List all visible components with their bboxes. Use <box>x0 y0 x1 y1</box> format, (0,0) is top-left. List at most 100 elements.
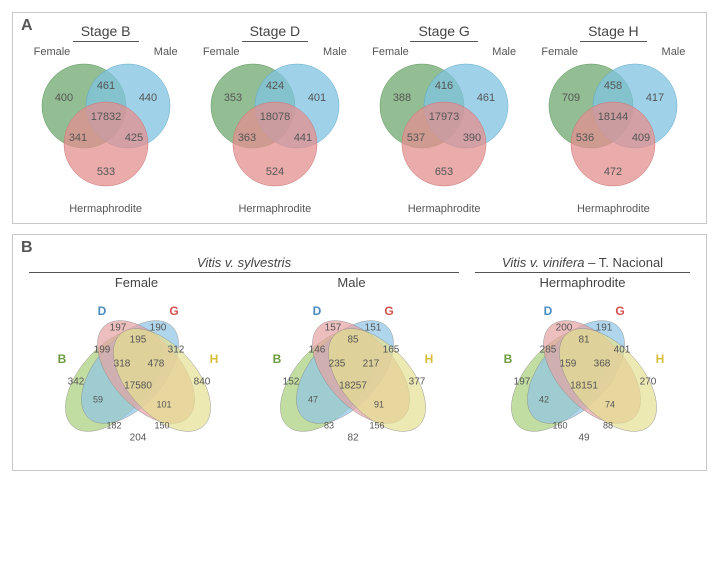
center: 17580 <box>124 381 152 392</box>
fm-value: 461 <box>96 80 114 92</box>
bdg: 318 <box>113 359 130 370</box>
label-d: D <box>97 304 106 318</box>
center-value: 18144 <box>598 111 629 123</box>
label-b: B <box>272 352 281 366</box>
venn3-wrap: Stage H Female Male 709 417 472 458 536 … <box>533 23 693 215</box>
panel-b: B Vitis v. sylvestris Female B D G H 342… <box>12 234 707 471</box>
venn3-wrap: Stage G Female Male 388 461 653 416 537 … <box>364 23 524 215</box>
fm-value: 458 <box>604 80 622 92</box>
fm-value: 424 <box>266 80 284 92</box>
stage-title: Stage B <box>73 23 139 42</box>
female-only-value: 353 <box>224 92 242 104</box>
bh: 49 <box>578 433 590 444</box>
bgh: 74 <box>604 399 614 409</box>
bgh: 101 <box>156 399 171 409</box>
panel-b-row: Vitis v. sylvestris Female B D G H 342 1… <box>21 255 698 462</box>
venn4-subtitle: Female <box>115 275 158 290</box>
venn3-svg: 709 417 472 458 536 409 18144 <box>533 56 693 201</box>
label-d: D <box>543 304 552 318</box>
d-only: 200 <box>555 323 572 334</box>
venn4-wrap: Male B D G H 152 157 151 377 146 85 165 … <box>247 275 457 462</box>
venn3-svg: 353 401 524 424 363 441 18078 <box>195 56 355 201</box>
mh-value: 441 <box>294 132 312 144</box>
label-d: D <box>312 304 321 318</box>
herm-label: Hermaphrodite <box>69 203 142 215</box>
label-g: G <box>384 304 393 318</box>
female-only-value: 709 <box>562 92 580 104</box>
mh-value: 409 <box>632 132 650 144</box>
d-only: 197 <box>109 323 126 334</box>
dh: 156 <box>369 420 384 430</box>
panel-b-left-title: Vitis v. sylvestris <box>29 255 459 273</box>
g-only: 151 <box>364 323 381 334</box>
vitis-vinifera-italic: Vitis v. vinifera <box>502 255 585 270</box>
stage-title: Stage G <box>410 23 477 42</box>
label-g: G <box>169 304 178 318</box>
herm-label: Hermaphrodite <box>408 203 481 215</box>
bh: 82 <box>347 433 359 444</box>
fh-value: 537 <box>407 132 425 144</box>
g-only: 190 <box>149 323 166 334</box>
bgh: 91 <box>373 399 383 409</box>
dg: 195 <box>129 335 146 346</box>
label-h: H <box>424 352 433 366</box>
herm-label: Hermaphrodite <box>577 203 650 215</box>
stage-title: Stage D <box>242 23 309 42</box>
b-only: 197 <box>513 377 530 388</box>
h-only: 377 <box>408 377 425 388</box>
venn4-svg: B D G H 152 157 151 377 146 85 165 82 83… <box>247 292 457 462</box>
male-only-value: 417 <box>646 92 664 104</box>
female-only-value: 400 <box>54 92 72 104</box>
stage-title: Stage H <box>580 23 647 42</box>
herm-only-value: 524 <box>266 166 284 178</box>
herm-only-value: 533 <box>96 166 114 178</box>
bd: 199 <box>93 345 110 356</box>
bg: 83 <box>323 420 333 430</box>
dh: 150 <box>154 420 169 430</box>
label-h: H <box>655 352 664 366</box>
fh-value: 341 <box>68 132 86 144</box>
bg: 160 <box>552 420 567 430</box>
bdh: 47 <box>307 394 317 404</box>
bd: 146 <box>308 345 325 356</box>
bg: 182 <box>106 420 121 430</box>
dg: 81 <box>578 335 590 346</box>
label-b: B <box>503 352 512 366</box>
center-value: 17832 <box>90 111 121 123</box>
h-only: 840 <box>193 377 210 388</box>
d-only: 157 <box>324 323 341 334</box>
venn3-wrap: Stage B Female Male 400 440 533 461 341 … <box>26 23 186 215</box>
venn4-subtitle: Hermaphrodite <box>540 275 626 290</box>
herm-only-value: 653 <box>435 166 453 178</box>
center: 18257 <box>339 381 367 392</box>
venn4-wrap: Female B D G H 342 197 190 840 199 195 3… <box>32 275 242 462</box>
bd: 285 <box>539 345 556 356</box>
panel-a-letter: A <box>21 17 33 35</box>
b-only: 152 <box>282 377 299 388</box>
venn3-svg: 388 461 653 416 537 390 17973 <box>364 56 524 201</box>
mh-value: 390 <box>463 132 481 144</box>
bdh: 59 <box>92 394 102 404</box>
fh-value: 536 <box>576 132 594 144</box>
venn3-svg: 400 440 533 461 341 425 17832 <box>26 56 186 201</box>
b-only: 342 <box>67 377 84 388</box>
h-only: 270 <box>639 377 656 388</box>
label-h: H <box>209 352 218 366</box>
mh-value: 425 <box>124 132 142 144</box>
female-only-value: 388 <box>393 92 411 104</box>
male-only-value: 461 <box>477 92 495 104</box>
dh: 88 <box>602 420 612 430</box>
male-only-value: 440 <box>138 92 156 104</box>
panel-b-left-group: Vitis v. sylvestris Female B D G H 342 1… <box>29 255 459 462</box>
dgh: 368 <box>593 359 610 370</box>
dgh: 217 <box>362 359 379 370</box>
label-b: B <box>57 352 66 366</box>
male-only-value: 401 <box>308 92 326 104</box>
venn4-wrap: Hermaphrodite B D G H 197 200 191 270 28… <box>478 275 688 462</box>
herm-only-value: 472 <box>604 166 622 178</box>
bdg: 159 <box>559 359 576 370</box>
gh: 401 <box>613 345 630 356</box>
panel-b-right-group: Vitis v. vinifera – T. Nacional Hermaphr… <box>475 255 690 462</box>
bh: 204 <box>129 433 146 444</box>
bdh: 42 <box>538 394 548 404</box>
